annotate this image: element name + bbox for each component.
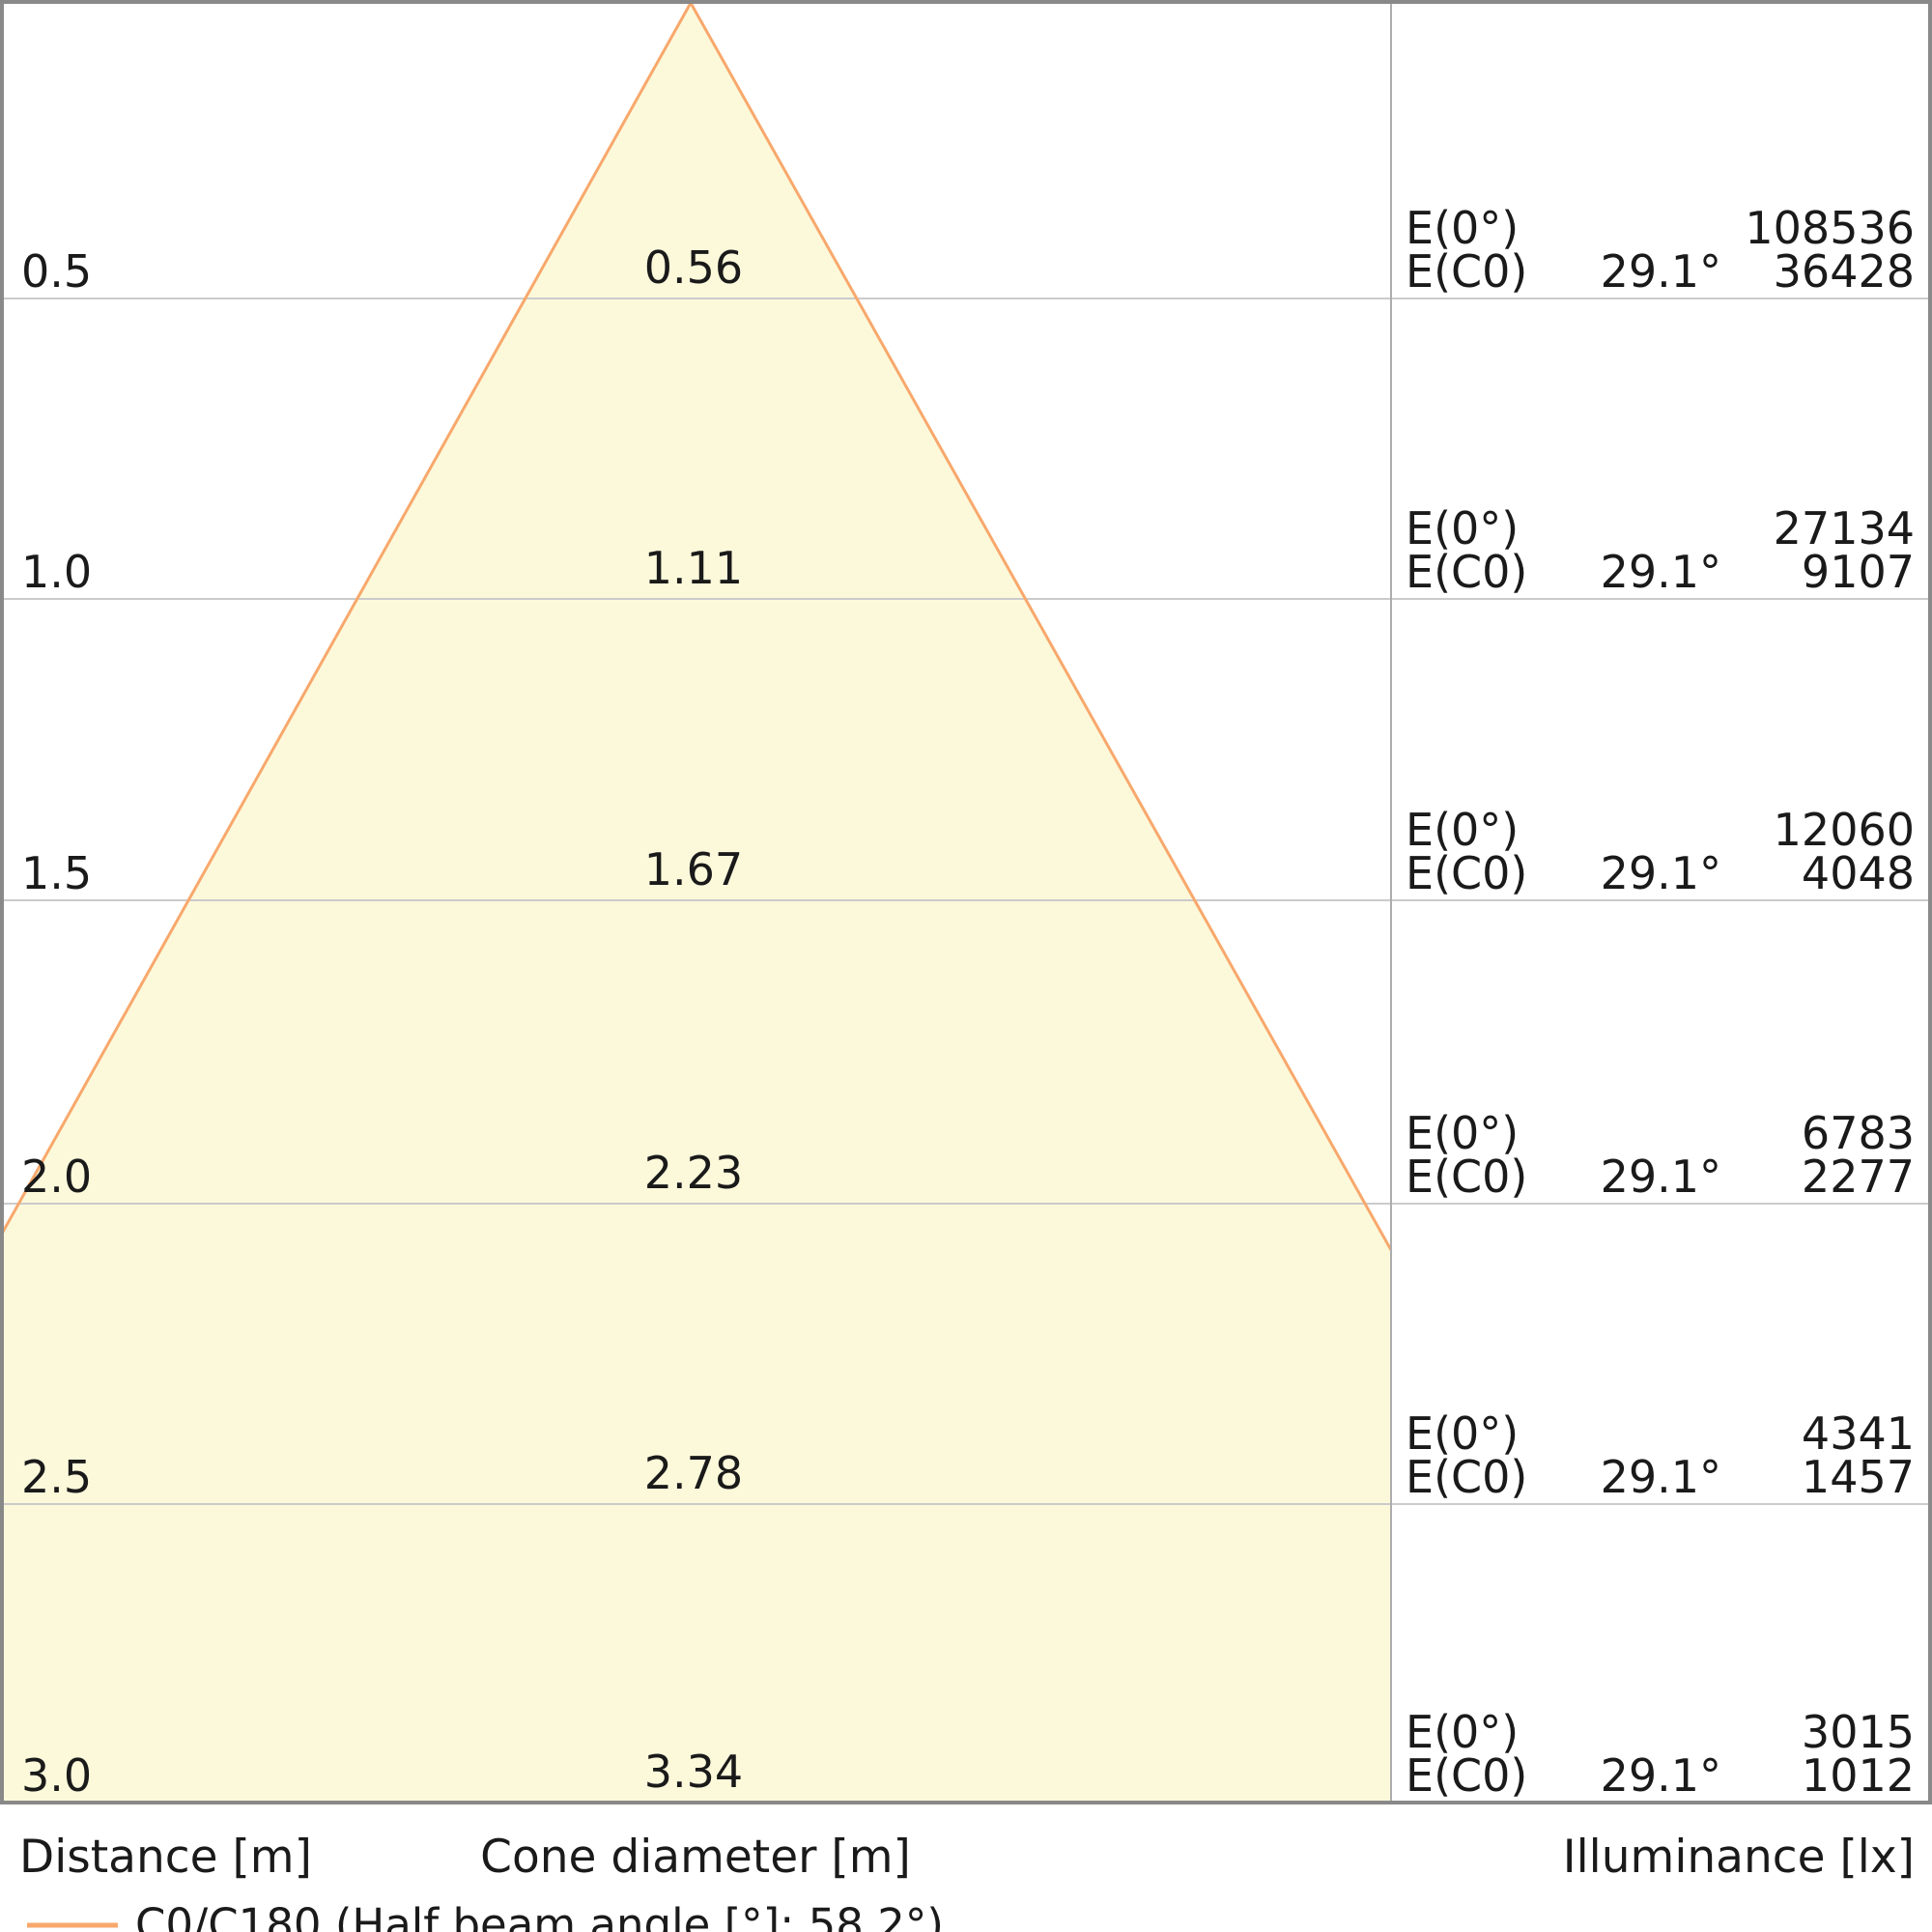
ec0-illuminance-value: 1012 bbox=[1802, 1749, 1915, 1802]
ec0-label: E(C0) bbox=[1406, 1749, 1527, 1802]
cone-diameter-value: 1.67 bbox=[644, 843, 743, 895]
beam-cone-area bbox=[2, 3, 1391, 1801]
distance-axis-label: Distance [m] bbox=[19, 1831, 312, 1884]
e0-label: E(0°) bbox=[1406, 1706, 1519, 1758]
cone-diameter-axis-label: Cone diameter [m] bbox=[480, 1831, 911, 1884]
gridlines bbox=[2, 298, 1930, 1505]
distance-tick-label: 1.5 bbox=[21, 847, 92, 899]
e0-illuminance-value: 108536 bbox=[1745, 202, 1915, 254]
ec0-illuminance-value: 2277 bbox=[1802, 1151, 1915, 1203]
cone-diameter-value: 3.34 bbox=[644, 1746, 743, 1798]
e0-illuminance-value: 3015 bbox=[1802, 1706, 1915, 1758]
ec0-angle-value: 29.1° bbox=[1601, 546, 1721, 598]
e0-illuminance-value: 12060 bbox=[1774, 804, 1915, 856]
cone-diameter-value: 0.56 bbox=[644, 242, 743, 294]
distance-tick-label: 1.0 bbox=[21, 546, 92, 598]
e0-label: E(0°) bbox=[1406, 1407, 1519, 1460]
legend: C0/C180 (Half beam angle [°]: 58.2°) bbox=[27, 1899, 944, 1932]
row-1.0m: 1.0 1.11 E(0°) E(C0) 29.1° 27134 9107 bbox=[21, 502, 1915, 598]
axis-captions: Distance [m] Cone diameter [m] Illuminan… bbox=[19, 1831, 1915, 1884]
ec0-angle-value: 29.1° bbox=[1601, 1151, 1721, 1203]
e0-label: E(0°) bbox=[1406, 502, 1519, 554]
ec0-angle-value: 29.1° bbox=[1601, 245, 1721, 298]
ec0-label: E(C0) bbox=[1406, 847, 1527, 899]
distance-tick-label: 0.5 bbox=[21, 245, 92, 298]
ec0-illuminance-value: 36428 bbox=[1774, 245, 1915, 298]
e0-label: E(0°) bbox=[1406, 202, 1519, 254]
e0-illuminance-value: 6783 bbox=[1802, 1107, 1915, 1159]
ec0-label: E(C0) bbox=[1406, 546, 1527, 598]
e0-label: E(0°) bbox=[1406, 1107, 1519, 1159]
e0-label: E(0°) bbox=[1406, 804, 1519, 856]
cone-diameter-value: 2.23 bbox=[644, 1147, 743, 1199]
distance-tick-label: 2.5 bbox=[21, 1451, 92, 1503]
ec0-label: E(C0) bbox=[1406, 1451, 1527, 1503]
cone-diameter-value: 1.11 bbox=[644, 542, 743, 594]
legend-label: C0/C180 (Half beam angle [°]: 58.2°) bbox=[135, 1899, 944, 1932]
ec0-illuminance-value: 1457 bbox=[1802, 1451, 1915, 1503]
e0-illuminance-value: 4341 bbox=[1802, 1407, 1915, 1460]
cone-diameter-value: 2.78 bbox=[644, 1447, 743, 1499]
ec0-label: E(C0) bbox=[1406, 245, 1527, 298]
illuminance-axis-label: Illuminance [lx] bbox=[1563, 1831, 1915, 1884]
chart-border bbox=[0, 0, 1932, 1804]
distance-tick-label: 2.0 bbox=[21, 1151, 92, 1203]
e0-illuminance-value: 27134 bbox=[1774, 502, 1915, 554]
row-2.0m: 2.0 2.23 E(0°) E(C0) 29.1° 6783 2277 bbox=[21, 1107, 1915, 1203]
ec0-illuminance-value: 4048 bbox=[1802, 847, 1915, 899]
ec0-angle-value: 29.1° bbox=[1601, 847, 1721, 899]
beam-edge-c180-line bbox=[0, 2, 693, 1235]
ec0-illuminance-value: 9107 bbox=[1802, 546, 1915, 598]
beam-edge-c0-line bbox=[689, 2, 1393, 1251]
row-1.5m: 1.5 1.67 E(0°) E(C0) 29.1° 12060 4048 bbox=[21, 804, 1915, 899]
ec0-label: E(C0) bbox=[1406, 1151, 1527, 1203]
row-2.5m: 2.5 2.78 E(0°) E(C0) 29.1° 4341 1457 bbox=[21, 1407, 1915, 1503]
distance-tick-label: 3.0 bbox=[21, 1749, 92, 1802]
row-0.5m: 0.5 0.56 E(0°) E(C0) 29.1° 108536 36428 bbox=[21, 202, 1915, 298]
ec0-angle-value: 29.1° bbox=[1601, 1749, 1721, 1802]
row-3.0m: 3.0 3.34 E(0°) E(C0) 29.1° 3015 1012 bbox=[21, 1706, 1915, 1802]
ec0-angle-value: 29.1° bbox=[1601, 1451, 1721, 1503]
